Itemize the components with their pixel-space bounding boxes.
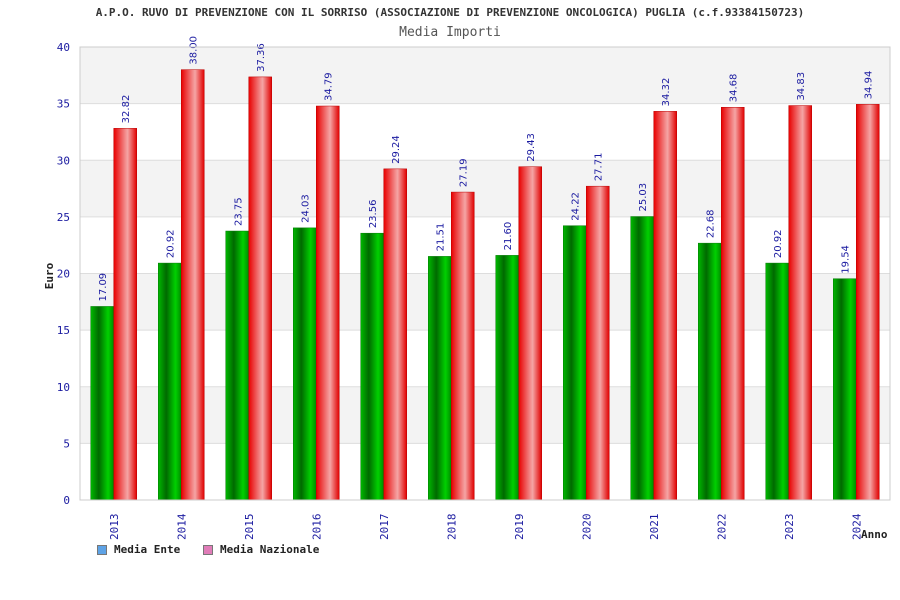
bar-media-ente bbox=[833, 278, 857, 501]
bar-media-nazionale bbox=[586, 185, 610, 501]
data-label: 34.79 bbox=[324, 72, 335, 101]
data-label: 23.56 bbox=[368, 200, 379, 229]
bar-media-ente bbox=[158, 262, 182, 501]
bar-media-nazionale bbox=[451, 191, 475, 501]
data-labels-group: 17.09 32.82 20.92 38.00 23.75 37.36 24.03 34.79… bbox=[98, 36, 875, 301]
legend-label-media-nazionale: Media Nazionale bbox=[220, 543, 320, 556]
data-label: 34.83 bbox=[796, 72, 807, 101]
y-tick-label: 25 bbox=[57, 211, 70, 224]
data-label: 32.82 bbox=[121, 95, 132, 124]
plot-frame bbox=[79, 46, 891, 501]
data-label: 29.43 bbox=[526, 133, 537, 162]
data-label: 25.03 bbox=[638, 183, 649, 212]
legend-swatch-media-nazionale bbox=[203, 544, 213, 555]
bar-media-ente bbox=[293, 227, 317, 501]
y-tick-label: 20 bbox=[57, 268, 70, 281]
data-label: 20.92 bbox=[773, 229, 784, 258]
x-tick-label: 2020 bbox=[580, 514, 593, 541]
data-label: 34.68 bbox=[729, 74, 740, 103]
x-axis-label: Anno bbox=[861, 528, 888, 541]
x-tick-label: 2017 bbox=[378, 514, 391, 541]
plot-background bbox=[80, 47, 890, 500]
y-tick-label: 40 bbox=[57, 41, 70, 54]
bar-media-nazionale bbox=[721, 106, 745, 501]
bar-media-ente bbox=[630, 216, 654, 501]
data-label: 20.92 bbox=[166, 229, 177, 258]
x-tick-label: 2023 bbox=[783, 514, 796, 541]
grid-lines bbox=[80, 46, 890, 501]
chart-subtitle: Media Importi bbox=[399, 25, 501, 40]
legend-label-media-ente: Media Ente bbox=[114, 543, 181, 556]
data-label: 34.94 bbox=[864, 71, 875, 100]
bar-media-ente bbox=[495, 255, 519, 501]
plot-band bbox=[80, 386, 890, 444]
axes-group: 0 5 10 15 20 25 30 35 40 2013 2014 2015 2016 2017 2018… bbox=[57, 41, 891, 541]
x-tick-label: 2016 bbox=[310, 514, 323, 541]
bar-media-nazionale bbox=[113, 128, 137, 501]
bar-media-ente bbox=[428, 256, 452, 501]
data-label: 24.22 bbox=[571, 192, 582, 221]
legend-swatch-media-ente bbox=[97, 544, 107, 555]
legend-item-media-ente: Media Ente bbox=[97, 543, 180, 556]
data-label: 29.24 bbox=[391, 135, 402, 164]
plot-band bbox=[80, 47, 890, 104]
x-tick-label: 2015 bbox=[243, 514, 256, 541]
y-tick-label: 15 bbox=[57, 324, 70, 337]
bar-media-nazionale bbox=[856, 104, 880, 501]
data-label: 24.03 bbox=[301, 194, 312, 223]
data-label: 21.60 bbox=[503, 222, 514, 251]
data-label: 17.09 bbox=[98, 273, 109, 302]
y-tick-label: 30 bbox=[57, 154, 70, 167]
x-tick-label: 2013 bbox=[108, 514, 121, 541]
bar-media-nazionale bbox=[518, 166, 542, 501]
data-label: 38.00 bbox=[189, 36, 200, 65]
plot-band bbox=[80, 103, 890, 161]
y-tick-label: 0 bbox=[63, 494, 70, 507]
bar-media-ente bbox=[765, 262, 789, 501]
bar-media-ente bbox=[698, 242, 722, 501]
data-label: 34.32 bbox=[661, 78, 672, 107]
data-label: 22.68 bbox=[706, 210, 717, 239]
data-label: 27.71 bbox=[594, 153, 605, 182]
bar-media-nazionale bbox=[788, 105, 812, 501]
x-tick-label: 2018 bbox=[445, 514, 458, 541]
plot-band bbox=[80, 443, 890, 500]
data-label: 19.54 bbox=[841, 245, 852, 274]
plot-band bbox=[80, 160, 890, 217]
bars-group bbox=[90, 69, 880, 501]
y-axis-label: Euro bbox=[43, 262, 56, 289]
data-label: 23.75 bbox=[233, 197, 244, 226]
bar-media-ente bbox=[225, 230, 249, 501]
bar-media-nazionale bbox=[316, 105, 340, 501]
bar-media-nazionale bbox=[653, 111, 677, 501]
y-tick-label: 10 bbox=[57, 381, 70, 394]
data-label: 37.36 bbox=[256, 43, 267, 72]
bar-media-ente bbox=[90, 306, 114, 501]
x-tick-label: 2014 bbox=[175, 513, 188, 540]
legend-item-media-nazionale: Media Nazionale bbox=[203, 543, 319, 556]
plot-band bbox=[80, 216, 890, 274]
y-tick-label: 35 bbox=[57, 98, 70, 111]
bar-media-ente bbox=[563, 225, 587, 501]
data-label: 27.19 bbox=[459, 158, 470, 187]
bar-media-nazionale bbox=[248, 76, 272, 501]
bar-media-nazionale bbox=[383, 168, 407, 501]
x-tick-label: 2019 bbox=[513, 514, 526, 541]
plot-band bbox=[80, 330, 890, 387]
bar-media-nazionale bbox=[181, 69, 205, 501]
x-tick-label: 2024 bbox=[850, 513, 863, 540]
data-label: 21.51 bbox=[436, 223, 447, 252]
bar-media-ente bbox=[360, 232, 384, 501]
y-tick-label: 5 bbox=[63, 437, 70, 450]
x-tick-label: 2021 bbox=[648, 514, 661, 541]
chart-title: A.P.O. RUVO DI PREVENZIONE CON IL SORRIS… bbox=[95, 6, 805, 19]
x-tick-label: 2022 bbox=[715, 514, 728, 541]
plot-band bbox=[80, 273, 890, 331]
